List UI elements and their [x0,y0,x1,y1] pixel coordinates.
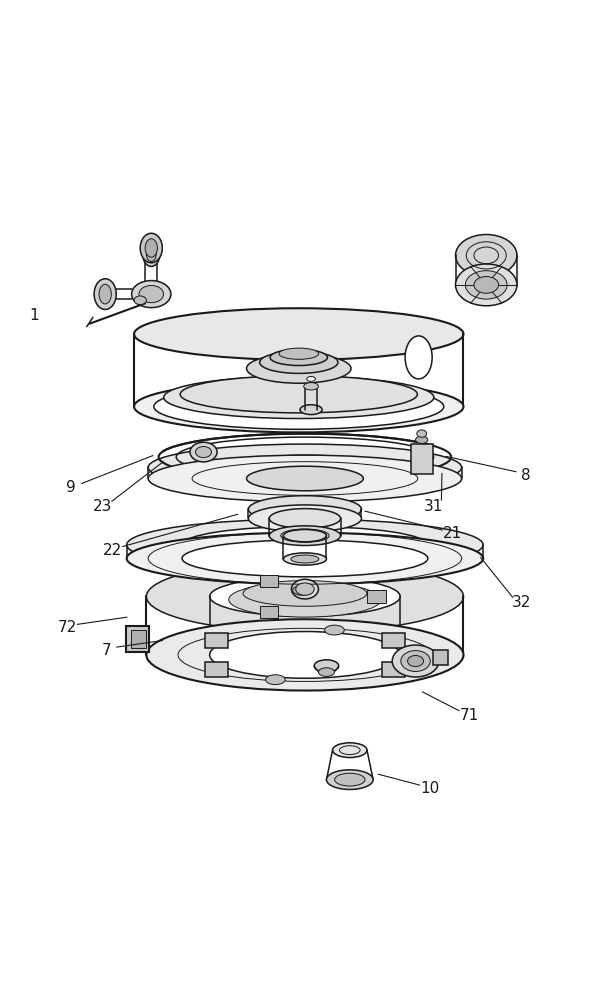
Ellipse shape [293,585,311,595]
Ellipse shape [145,239,158,257]
Ellipse shape [246,354,351,383]
Ellipse shape [304,383,318,390]
Ellipse shape [270,349,328,366]
Ellipse shape [291,579,318,599]
Ellipse shape [190,442,217,462]
Ellipse shape [401,651,431,671]
Ellipse shape [195,447,211,458]
Ellipse shape [209,577,400,616]
Text: 8: 8 [521,468,531,483]
Text: 71: 71 [460,708,479,723]
Ellipse shape [283,530,326,542]
Ellipse shape [243,581,367,606]
Ellipse shape [246,466,363,491]
Ellipse shape [134,308,463,360]
FancyBboxPatch shape [205,662,229,677]
Ellipse shape [147,561,463,632]
Ellipse shape [296,583,314,595]
Ellipse shape [148,455,461,502]
Ellipse shape [127,533,483,584]
Ellipse shape [147,619,463,691]
Ellipse shape [392,645,439,677]
Text: 9: 9 [67,480,76,495]
Ellipse shape [333,743,367,758]
Ellipse shape [314,660,339,672]
Ellipse shape [99,284,111,304]
Ellipse shape [269,509,341,528]
Ellipse shape [300,405,322,415]
Ellipse shape [474,277,498,293]
Ellipse shape [455,234,517,276]
Text: 23: 23 [92,499,111,514]
Ellipse shape [229,582,381,617]
Ellipse shape [265,675,285,685]
Text: 7: 7 [102,643,111,658]
Ellipse shape [269,526,341,545]
Text: 22: 22 [103,543,122,558]
Ellipse shape [408,655,424,667]
FancyBboxPatch shape [411,444,433,474]
Ellipse shape [405,336,432,379]
FancyBboxPatch shape [205,633,229,648]
Ellipse shape [180,376,418,413]
Ellipse shape [140,233,163,263]
Ellipse shape [139,286,164,303]
FancyBboxPatch shape [260,606,278,618]
Ellipse shape [318,668,334,676]
Ellipse shape [246,455,363,480]
FancyBboxPatch shape [126,626,150,652]
Ellipse shape [334,773,365,786]
Ellipse shape [248,496,362,523]
Ellipse shape [164,376,434,419]
Ellipse shape [182,526,428,563]
FancyBboxPatch shape [260,575,278,587]
Ellipse shape [281,529,329,542]
Ellipse shape [132,281,171,308]
Ellipse shape [283,553,326,565]
Text: 10: 10 [420,781,439,796]
Text: 21: 21 [443,526,462,541]
Ellipse shape [134,381,463,432]
Ellipse shape [147,247,156,262]
Ellipse shape [154,384,444,429]
Ellipse shape [465,271,507,299]
Ellipse shape [326,770,373,789]
Ellipse shape [259,351,338,373]
Ellipse shape [307,376,315,381]
Ellipse shape [143,242,160,266]
FancyBboxPatch shape [367,590,386,603]
Text: 1: 1 [30,308,39,323]
Ellipse shape [248,505,362,532]
Ellipse shape [134,296,147,305]
Ellipse shape [416,436,428,443]
Text: 32: 32 [512,595,532,610]
Ellipse shape [94,279,116,309]
FancyBboxPatch shape [382,662,405,677]
Ellipse shape [291,555,319,563]
Ellipse shape [148,444,461,491]
FancyBboxPatch shape [382,633,405,648]
Ellipse shape [209,632,400,678]
Ellipse shape [127,519,483,571]
Ellipse shape [455,264,517,306]
Ellipse shape [182,540,428,577]
Ellipse shape [279,348,318,359]
Text: 72: 72 [57,620,77,635]
FancyBboxPatch shape [131,630,147,648]
FancyBboxPatch shape [433,650,447,665]
Ellipse shape [417,430,427,437]
Ellipse shape [325,625,344,635]
Text: 31: 31 [424,499,444,514]
